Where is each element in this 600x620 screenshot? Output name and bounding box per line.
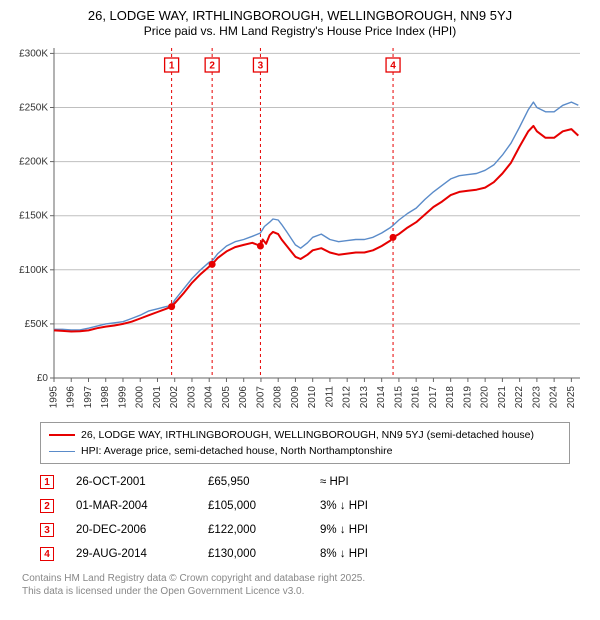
svg-text:2016: 2016 xyxy=(411,386,422,409)
event-note: ≈ HPI xyxy=(320,476,349,488)
svg-text:2008: 2008 xyxy=(273,386,284,409)
svg-text:£100K: £100K xyxy=(19,265,48,276)
chart-svg: £0 £50K £100K £150K £200K £250K £300K 1995 1996 1… xyxy=(10,42,590,412)
svg-text:2021: 2021 xyxy=(497,386,508,409)
svg-text:1997: 1997 xyxy=(83,386,94,409)
event-badge: 3 xyxy=(40,523,54,537)
event-row: 4 29-AUG-2014 £130,000 8% ↓ HPI xyxy=(40,542,590,566)
event-badge: 2 xyxy=(40,499,54,513)
event-price: £130,000 xyxy=(208,548,298,560)
event-note: 3% ↓ HPI xyxy=(320,500,368,512)
svg-text:£300K: £300K xyxy=(19,48,48,59)
legend: 26, LODGE WAY, IRTHLINGBOROUGH, WELLINGB… xyxy=(40,422,570,464)
svg-text:£0: £0 xyxy=(37,373,49,384)
event-note: 8% ↓ HPI xyxy=(320,548,368,560)
svg-text:2023: 2023 xyxy=(531,386,542,409)
svg-text:£250K: £250K xyxy=(19,103,48,114)
event-row: 3 20-DEC-2006 £122,000 9% ↓ HPI xyxy=(40,518,590,542)
svg-text:3: 3 xyxy=(258,61,264,72)
svg-text:2002: 2002 xyxy=(169,386,180,409)
svg-text:£150K: £150K xyxy=(19,211,48,222)
svg-text:£200K: £200K xyxy=(19,157,48,168)
price-chart: £0 £50K £100K £150K £200K £250K £300K 1995 1996 1… xyxy=(10,42,590,412)
svg-text:2012: 2012 xyxy=(342,386,353,409)
svg-text:2015: 2015 xyxy=(393,386,404,409)
event-date: 20-DEC-2006 xyxy=(76,524,186,536)
legend-label: HPI: Average price, semi-detached house,… xyxy=(81,443,392,459)
event-price: £105,000 xyxy=(208,500,298,512)
event-row: 2 01-MAR-2004 £105,000 3% ↓ HPI xyxy=(40,494,590,518)
svg-text:2005: 2005 xyxy=(221,386,232,409)
svg-text:1999: 1999 xyxy=(117,386,128,409)
legend-item: 26, LODGE WAY, IRTHLINGBOROUGH, WELLINGB… xyxy=(49,427,561,443)
event-price: £122,000 xyxy=(208,524,298,536)
legend-swatch xyxy=(49,434,75,436)
legend-item: HPI: Average price, semi-detached house,… xyxy=(49,443,561,459)
svg-text:£50K: £50K xyxy=(25,319,49,330)
event-date: 26-OCT-2001 xyxy=(76,476,186,488)
svg-text:2022: 2022 xyxy=(514,386,525,409)
svg-text:1996: 1996 xyxy=(66,386,77,409)
event-price: £65,950 xyxy=(208,476,298,488)
svg-text:1995: 1995 xyxy=(49,386,60,409)
svg-text:2001: 2001 xyxy=(152,386,163,409)
svg-text:1998: 1998 xyxy=(100,386,111,409)
svg-text:2024: 2024 xyxy=(549,386,560,409)
event-row: 1 26-OCT-2001 £65,950 ≈ HPI xyxy=(40,470,590,494)
footer-line-2: This data is licensed under the Open Gov… xyxy=(22,585,590,598)
svg-text:2020: 2020 xyxy=(480,386,491,409)
svg-text:2017: 2017 xyxy=(428,386,439,409)
event-date: 01-MAR-2004 xyxy=(76,500,186,512)
event-badge: 1 xyxy=(40,475,54,489)
legend-label: 26, LODGE WAY, IRTHLINGBOROUGH, WELLINGB… xyxy=(81,427,534,443)
svg-text:2007: 2007 xyxy=(255,386,266,409)
chart-title: 26, LODGE WAY, IRTHLINGBOROUGH, WELLINGB… xyxy=(10,8,590,23)
svg-text:2019: 2019 xyxy=(462,386,473,409)
svg-text:2014: 2014 xyxy=(376,386,387,409)
svg-text:2018: 2018 xyxy=(445,386,456,409)
footer-line-1: Contains HM Land Registry data © Crown c… xyxy=(22,572,590,585)
data-attribution: Contains HM Land Registry data © Crown c… xyxy=(22,572,590,598)
svg-text:1: 1 xyxy=(169,61,175,72)
svg-text:4: 4 xyxy=(390,61,396,72)
event-note: 9% ↓ HPI xyxy=(320,524,368,536)
svg-text:2006: 2006 xyxy=(238,386,249,409)
svg-text:2004: 2004 xyxy=(204,386,215,409)
legend-swatch xyxy=(49,451,75,452)
svg-text:2000: 2000 xyxy=(135,386,146,409)
svg-text:2013: 2013 xyxy=(359,386,370,409)
svg-text:2011: 2011 xyxy=(324,386,335,408)
svg-text:2009: 2009 xyxy=(290,386,301,409)
svg-text:2025: 2025 xyxy=(566,386,577,409)
event-marker-table: 1 26-OCT-2001 £65,950 ≈ HPI 2 01-MAR-2004 £105… xyxy=(40,470,590,566)
svg-text:2010: 2010 xyxy=(307,386,318,409)
chart-subtitle: Price paid vs. HM Land Registry's House … xyxy=(10,24,590,38)
event-date: 29-AUG-2014 xyxy=(76,548,186,560)
event-badge: 4 xyxy=(40,547,54,561)
svg-text:2: 2 xyxy=(209,61,215,72)
svg-text:2003: 2003 xyxy=(186,386,197,409)
